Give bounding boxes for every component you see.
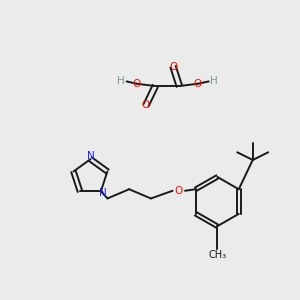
Text: H: H xyxy=(210,76,218,86)
Text: O: O xyxy=(169,62,177,72)
Text: O: O xyxy=(133,79,141,89)
Text: CH₃: CH₃ xyxy=(208,250,226,260)
Text: N: N xyxy=(86,151,94,161)
Text: O: O xyxy=(194,79,202,89)
Text: O: O xyxy=(175,186,183,196)
Text: N: N xyxy=(99,188,106,198)
Text: H: H xyxy=(117,76,125,86)
Text: O: O xyxy=(142,100,150,110)
